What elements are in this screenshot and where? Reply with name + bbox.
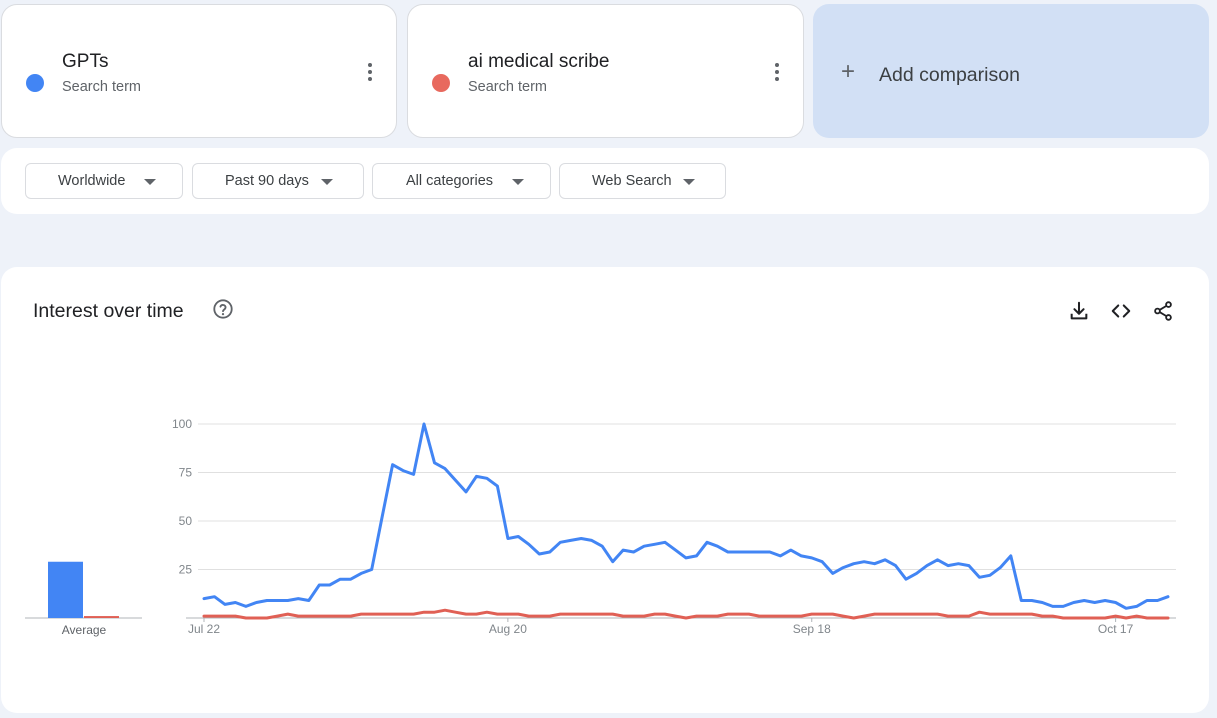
search-type-dropdown[interactable]: Web Search (559, 163, 726, 199)
term-card-gpts[interactable]: GPTs Search term (1, 4, 397, 138)
term-name: ai medical scribe (468, 51, 610, 72)
series-color-dot (432, 74, 450, 92)
panel-title: Interest over time (33, 300, 184, 322)
time-range-dropdown[interactable]: Past 90 days (192, 163, 364, 199)
series-line-ai-medical-scribe (202, 608, 1170, 620)
term-type: Search term (62, 79, 141, 95)
x-tick-label: Sep 18 (793, 622, 831, 636)
plus-icon: + (841, 58, 856, 85)
download-icon[interactable] (1068, 300, 1090, 322)
y-tick-label: 50 (179, 514, 193, 528)
region-label: Worldwide (58, 173, 126, 189)
term-name: GPTs (62, 51, 109, 72)
add-comparison-label: Add comparison (879, 64, 1020, 86)
term-type: Search term (468, 79, 547, 95)
caret-down-icon (144, 179, 156, 185)
more-vert-icon[interactable] (366, 63, 374, 85)
help-circle-icon[interactable] (212, 298, 234, 320)
category-dropdown[interactable]: All categories (372, 163, 551, 199)
search-type-label: Web Search (592, 173, 672, 189)
add-comparison-button[interactable]: + Add comparison (813, 4, 1209, 138)
caret-down-icon (683, 179, 695, 185)
interest-chart: 25 50 75 100 Jul 22 Aug 20 Sep 18 Oct 17 Average (25, 417, 1176, 637)
y-tick-label: 25 (179, 563, 193, 577)
time-range-label: Past 90 days (225, 173, 309, 189)
caret-down-icon (321, 179, 333, 185)
more-vert-icon[interactable] (773, 63, 781, 85)
series-line-gpts (202, 422, 1170, 610)
interest-over-time-panel: Interest over time 25 50 75 100 Jul 22 Aug 20… (1, 267, 1209, 713)
y-tick-label: 75 (179, 466, 193, 480)
average-bar-ai-medical-scribe (84, 616, 119, 618)
region-dropdown[interactable]: Worldwide (25, 163, 183, 199)
x-tick-label: Aug 20 (489, 622, 527, 636)
series-color-dot (26, 74, 44, 92)
average-bar-gpts (48, 561, 83, 618)
x-tick-label: Oct 17 (1098, 622, 1134, 636)
embed-code-icon[interactable] (1110, 300, 1132, 322)
caret-down-icon (512, 179, 524, 185)
x-tick-label: Jul 22 (188, 622, 220, 636)
term-card-ai-medical-scribe[interactable]: ai medical scribe Search term (407, 4, 804, 138)
filters-bar: Worldwide Past 90 days All categories We… (1, 148, 1209, 214)
average-label: Average (62, 623, 107, 637)
share-icon[interactable] (1152, 300, 1174, 322)
y-tick-label: 100 (172, 417, 192, 431)
category-label: All categories (406, 173, 494, 189)
